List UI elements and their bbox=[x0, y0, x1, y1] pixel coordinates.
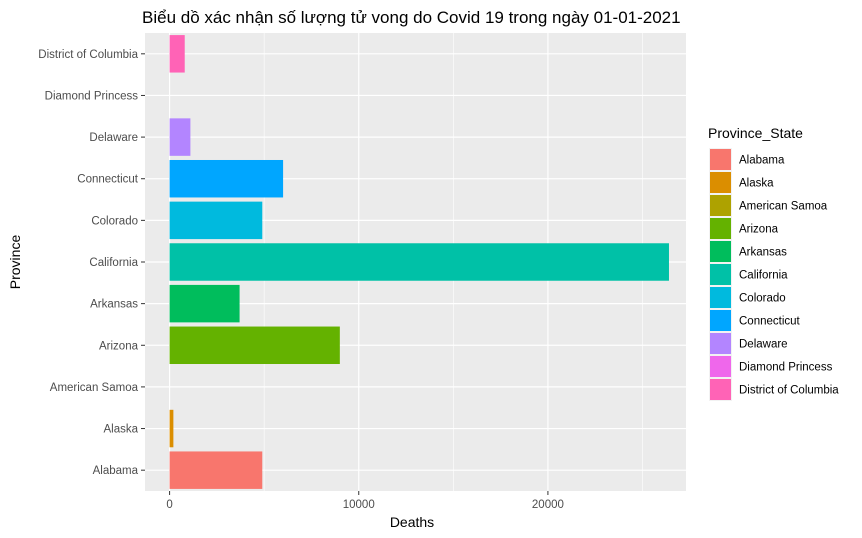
legend-label: Diamond Princess bbox=[739, 362, 833, 374]
y-tick-label: Arkansas bbox=[90, 299, 138, 311]
legend-swatch bbox=[710, 264, 731, 285]
bar-arizona bbox=[169, 326, 340, 365]
y-tick-label: Arizona bbox=[99, 340, 139, 352]
legend-label: Alaska bbox=[739, 178, 774, 190]
legend-swatch bbox=[710, 310, 731, 331]
bar-arkansas bbox=[169, 284, 240, 323]
legend-swatch bbox=[710, 149, 731, 170]
legend-swatch bbox=[710, 218, 731, 239]
bar-colorado bbox=[169, 201, 263, 240]
legend-swatch bbox=[710, 356, 731, 377]
legend-label: Arizona bbox=[739, 224, 779, 236]
x-tick-label: 20000 bbox=[532, 499, 564, 511]
y-tick-label: Delaware bbox=[89, 132, 138, 144]
legend: Province_State Alabama Alaska American Sam… bbox=[708, 125, 839, 401]
y-axis-title: Province bbox=[7, 235, 23, 290]
bars bbox=[169, 35, 669, 489]
bar-delaware bbox=[169, 118, 191, 156]
y-tick-label: American Samoa bbox=[50, 382, 139, 394]
bar-alaska bbox=[169, 409, 174, 448]
legend-label: Arkansas bbox=[739, 247, 787, 259]
bar-district-of-columbia bbox=[169, 35, 185, 73]
legend-label: Delaware bbox=[739, 339, 788, 351]
legend-swatch bbox=[710, 333, 731, 354]
legend-label: Alabama bbox=[739, 155, 785, 167]
x-tick-label: 10000 bbox=[343, 499, 375, 511]
legend-swatch bbox=[710, 287, 731, 308]
x-axis-title: Deaths bbox=[390, 514, 434, 530]
y-axis: Alabama Alaska American Samoa Arizona Arkans… bbox=[38, 49, 145, 477]
bar-california bbox=[169, 243, 669, 281]
y-tick-label: Diamond Princess bbox=[45, 90, 139, 102]
legend-label: Colorado bbox=[739, 293, 786, 305]
legend-swatch bbox=[710, 379, 731, 400]
legend-swatch bbox=[710, 172, 731, 193]
legend-title: Province_State bbox=[708, 125, 803, 141]
x-tick-label: 0 bbox=[166, 499, 172, 511]
legend-label: California bbox=[739, 270, 788, 282]
bar-connecticut bbox=[169, 159, 284, 198]
grid-lines bbox=[145, 33, 686, 491]
y-tick-label: Connecticut bbox=[77, 174, 139, 186]
bar-alabama bbox=[169, 451, 263, 489]
legend-swatch bbox=[710, 195, 731, 216]
legend-label: Connecticut bbox=[739, 316, 801, 328]
legend-swatch bbox=[710, 241, 731, 262]
chart-title: Biểu dồ xác nhận số lượng tử vong do Cov… bbox=[142, 8, 681, 27]
y-tick-label: California bbox=[89, 257, 138, 269]
y-tick-label: Alabama bbox=[93, 465, 139, 477]
x-axis: 0 10000 20000 bbox=[166, 491, 564, 511]
y-tick-label: District of Columbia bbox=[38, 49, 138, 61]
y-tick-label: Colorado bbox=[91, 215, 138, 227]
y-tick-label: Alaska bbox=[103, 424, 138, 436]
legend-label: District of Columbia bbox=[739, 385, 839, 397]
legend-label: American Samoa bbox=[739, 201, 828, 213]
